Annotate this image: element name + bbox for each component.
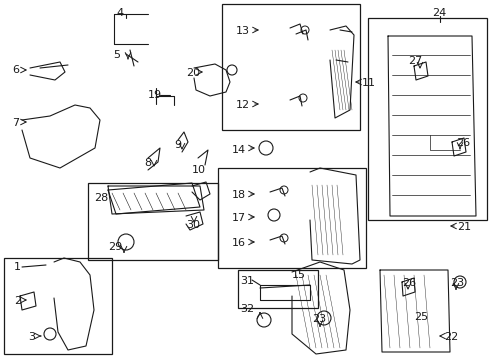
Text: 29: 29 (108, 242, 122, 252)
Bar (88, 183, 218, 260)
Text: 3: 3 (28, 332, 35, 342)
Text: 26: 26 (402, 278, 416, 288)
Text: 20: 20 (186, 68, 200, 78)
Text: 27: 27 (408, 56, 422, 66)
Bar (238, 270, 318, 308)
Text: 23: 23 (312, 314, 326, 324)
Text: 8: 8 (144, 158, 151, 168)
Text: 15: 15 (292, 270, 306, 280)
Text: 12: 12 (236, 100, 250, 110)
Text: 6: 6 (12, 65, 19, 75)
Text: 5: 5 (113, 50, 120, 60)
Text: 9: 9 (174, 140, 181, 150)
Bar (368, 18, 487, 220)
Text: 19: 19 (148, 90, 162, 100)
Text: 31: 31 (240, 276, 254, 286)
Text: 26: 26 (456, 138, 470, 148)
Text: 30: 30 (186, 220, 200, 230)
Text: 14: 14 (232, 145, 246, 155)
Bar (4, 258, 112, 354)
Text: 2: 2 (14, 296, 21, 306)
Bar (218, 168, 366, 268)
Text: 22: 22 (444, 332, 458, 342)
Text: 17: 17 (232, 213, 246, 223)
Text: 23: 23 (450, 278, 464, 288)
Text: 1: 1 (14, 262, 21, 272)
Text: 32: 32 (240, 304, 254, 314)
Bar (222, 4, 360, 130)
Text: 28: 28 (94, 193, 108, 203)
Text: 13: 13 (236, 26, 250, 36)
Text: 21: 21 (457, 222, 471, 232)
Text: 4: 4 (116, 8, 123, 18)
Text: 24: 24 (432, 8, 446, 18)
Text: 11: 11 (362, 78, 376, 88)
Text: 10: 10 (192, 165, 206, 175)
Text: 18: 18 (232, 190, 246, 200)
Text: 16: 16 (232, 238, 246, 248)
Text: 7: 7 (12, 118, 19, 128)
Text: 25: 25 (414, 312, 428, 322)
